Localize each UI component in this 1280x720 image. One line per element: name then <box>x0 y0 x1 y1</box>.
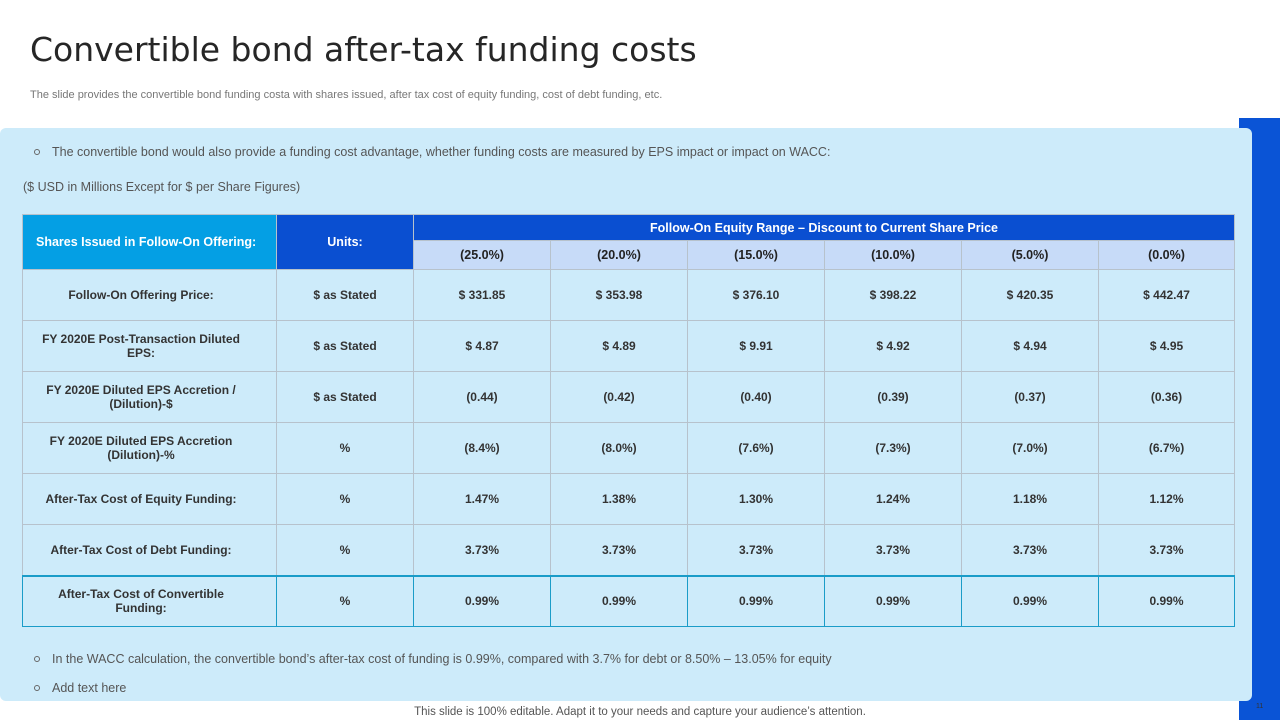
table-cell: $ 4.87 <box>413 320 551 372</box>
bullet-intro-text: The convertible bond would also provide … <box>52 145 831 159</box>
bullet-wacc-text: In the WACC calculation, the convertible… <box>52 652 832 666</box>
discount-header: (15.0%) <box>687 240 825 270</box>
table-row: FY 2020E Diluted EPS Accretion (Dilution… <box>22 422 1236 474</box>
table-cell: (8.0%) <box>550 422 688 474</box>
table-row: FY 2020E Diluted EPS Accretion / (Diluti… <box>22 371 1236 423</box>
header-shares-issued: Shares Issued in Follow-On Offering: <box>22 214 277 270</box>
discount-header: (5.0%) <box>961 240 1099 270</box>
bullet-wacc: In the WACC calculation, the convertible… <box>34 652 832 666</box>
row-unit: $ as Stated <box>276 320 414 372</box>
units-note: ($ USD in Millions Except for $ per Shar… <box>23 180 301 194</box>
bullet-add-text-label: Add text here <box>52 681 127 695</box>
row-label: After-Tax Cost of Equity Funding: <box>22 473 277 525</box>
table-cell: $ 4.94 <box>961 320 1099 372</box>
discount-header: (25.0%) <box>413 240 551 270</box>
table-cell: 1.38% <box>550 473 688 525</box>
table-cell: 1.30% <box>687 473 825 525</box>
row-unit: % <box>276 473 414 525</box>
table-cell: 0.99% <box>687 574 825 627</box>
row-unit: $ as Stated <box>276 371 414 423</box>
table-cell: $ 353.98 <box>550 269 688 321</box>
table-cell: (8.4%) <box>413 422 551 474</box>
table-cell: 0.99% <box>550 574 688 627</box>
table-row: After-Tax Cost of Debt Funding: % 3.73% … <box>22 524 1236 576</box>
table-cell: $ 376.10 <box>687 269 825 321</box>
header-equity-range: Follow-On Equity Range – Discount to Cur… <box>412 214 1236 241</box>
table-cell: 3.73% <box>413 524 551 576</box>
table-cell: (0.40) <box>687 371 825 423</box>
table-cell: 1.47% <box>413 473 551 525</box>
table-cell: 3.73% <box>824 524 962 576</box>
row-label: FY 2020E Diluted EPS Accretion (Dilution… <box>22 422 277 474</box>
table-cell: $ 4.92 <box>824 320 962 372</box>
table-row: Follow-On Offering Price: $ as Stated $ … <box>22 269 1236 321</box>
table-cell: (0.36) <box>1097 371 1236 423</box>
table-cell: $ 398.22 <box>824 269 962 321</box>
table-cell: (0.44) <box>413 371 551 423</box>
page-number: 11 <box>1256 703 1264 710</box>
table-cell: $ 442.47 <box>1097 269 1236 321</box>
row-label: After-Tax Cost of Debt Funding: <box>22 524 277 576</box>
table-cell: $ 9.91 <box>687 320 825 372</box>
table-cell: $ 4.89 <box>550 320 688 372</box>
discount-header: (10.0%) <box>824 240 962 270</box>
row-label: FY 2020E Diluted EPS Accretion / (Diluti… <box>22 371 277 423</box>
table-cell: (7.0%) <box>961 422 1099 474</box>
discount-header-row: (25.0%) (20.0%) (15.0%) (10.0%) (5.0%) (… <box>23 240 1236 270</box>
circle-bullet-icon <box>34 149 40 155</box>
table-cell: 3.73% <box>1097 524 1236 576</box>
table-cell: (7.6%) <box>687 422 825 474</box>
row-unit: % <box>276 524 414 576</box>
bullet-intro: The convertible bond would also provide … <box>34 145 830 159</box>
table-cell: 3.73% <box>550 524 688 576</box>
table-cell: 0.99% <box>1097 574 1236 627</box>
table-cell: 3.73% <box>961 524 1099 576</box>
funding-cost-table: Shares Issued in Follow-On Offering: Uni… <box>22 214 1236 627</box>
table-cell: 0.99% <box>961 574 1099 627</box>
header-units: Units: <box>276 214 414 270</box>
table-cell: (6.7%) <box>1097 422 1236 474</box>
circle-bullet-icon <box>34 656 40 662</box>
discount-header: (0.0%) <box>1097 240 1236 270</box>
table-cell: (0.37) <box>961 371 1099 423</box>
slide-footer: This slide is 100% editable. Adapt it to… <box>414 706 866 718</box>
table-cell: (0.39) <box>824 371 962 423</box>
row-label: After-Tax Cost of Convertible Funding: <box>22 574 277 627</box>
table-cell: $ 4.95 <box>1097 320 1236 372</box>
table-row: After-Tax Cost of Equity Funding: % 1.47… <box>22 473 1236 525</box>
table-cell: (0.42) <box>550 371 688 423</box>
slide-title: Convertible bond after-tax funding costs <box>30 30 697 69</box>
row-unit: % <box>276 422 414 474</box>
row-unit: % <box>276 574 414 627</box>
slide-subtitle: The slide provides the convertible bond … <box>30 89 663 101</box>
bullet-add-text: Add text here <box>34 681 126 695</box>
row-label: Follow-On Offering Price: <box>22 269 277 321</box>
table-cell: 0.99% <box>824 574 962 627</box>
table-cell: 0.99% <box>413 574 551 627</box>
row-unit: $ as Stated <box>276 269 414 321</box>
discount-header: (20.0%) <box>550 240 688 270</box>
table-cell: (7.3%) <box>824 422 962 474</box>
table-cell: $ 331.85 <box>413 269 551 321</box>
table-cell: 3.73% <box>687 524 825 576</box>
table-cell: 1.12% <box>1097 473 1236 525</box>
table-cell: $ 420.35 <box>961 269 1099 321</box>
table-row-highlighted: After-Tax Cost of Convertible Funding: %… <box>22 574 1236 627</box>
circle-bullet-icon <box>34 685 40 691</box>
table-cell: 1.24% <box>824 473 962 525</box>
table-cell: 1.18% <box>961 473 1099 525</box>
table-row: FY 2020E Post-Transaction Diluted EPS: $… <box>22 320 1236 372</box>
row-label: FY 2020E Post-Transaction Diluted EPS: <box>22 320 277 372</box>
